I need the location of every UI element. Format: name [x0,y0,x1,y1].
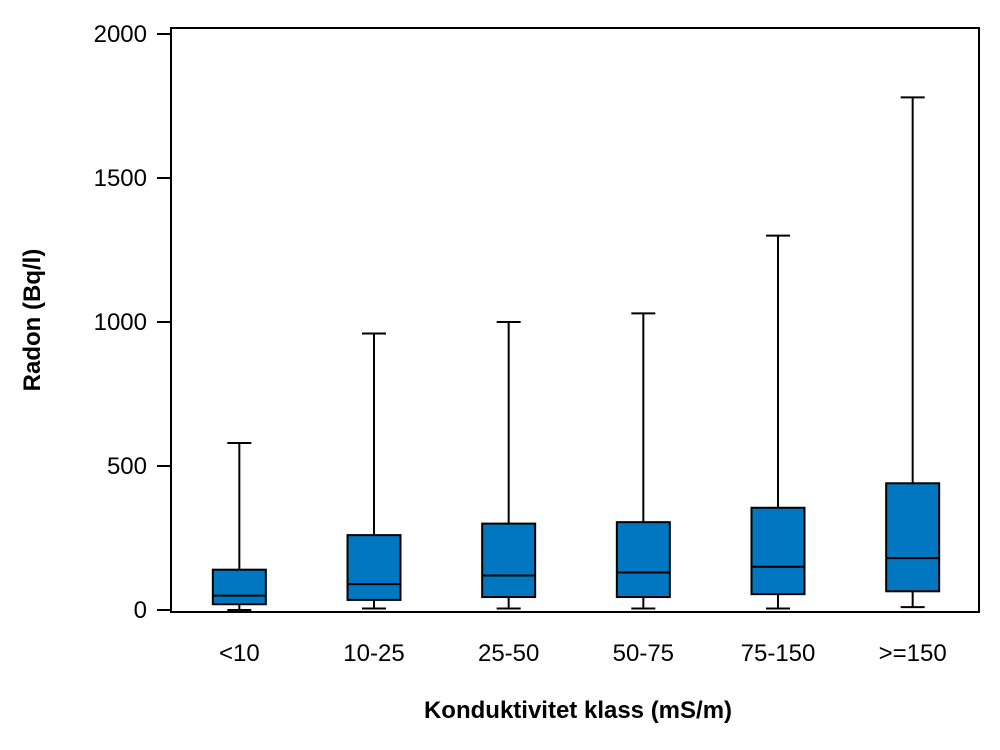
x-tick-label: <10 [219,640,260,667]
iqr-box [885,482,941,593]
y-tick-label: 0 [134,597,147,624]
iqr-box [346,534,402,601]
iqr-box [481,522,537,599]
box-6 [885,96,941,609]
box-5 [750,234,806,610]
y-tick-label: 2000 [94,21,147,48]
iqr-box [750,506,806,596]
y-axis-title: Radon (Bq/l) [19,249,46,392]
plot-frame [170,27,980,613]
x-axis-title: Konduktivitet klass (mS/m) [424,697,732,724]
x-axis-ticks: <10 10-25 25-50 50-75 75-150 >=150 [219,640,947,667]
y-tick-label: 1000 [94,309,147,336]
x-tick-label: 25-50 [478,640,539,667]
x-tick-label: 10-25 [343,640,404,667]
x-tick-label: 75-150 [741,640,816,667]
y-tick-label: 500 [107,453,147,480]
boxes-group [211,96,941,611]
iqr-box [615,521,671,599]
box-4 [615,312,671,610]
box-1 [211,441,267,611]
x-tick-label: >=150 [879,640,947,667]
iqr-box [211,568,267,606]
box-3 [481,321,537,610]
x-tick-label: 50-75 [613,640,674,667]
box-2 [346,332,402,610]
y-axis-ticks: 0 500 1000 1500 2000 [94,21,171,624]
y-tick-label: 1500 [94,165,147,192]
